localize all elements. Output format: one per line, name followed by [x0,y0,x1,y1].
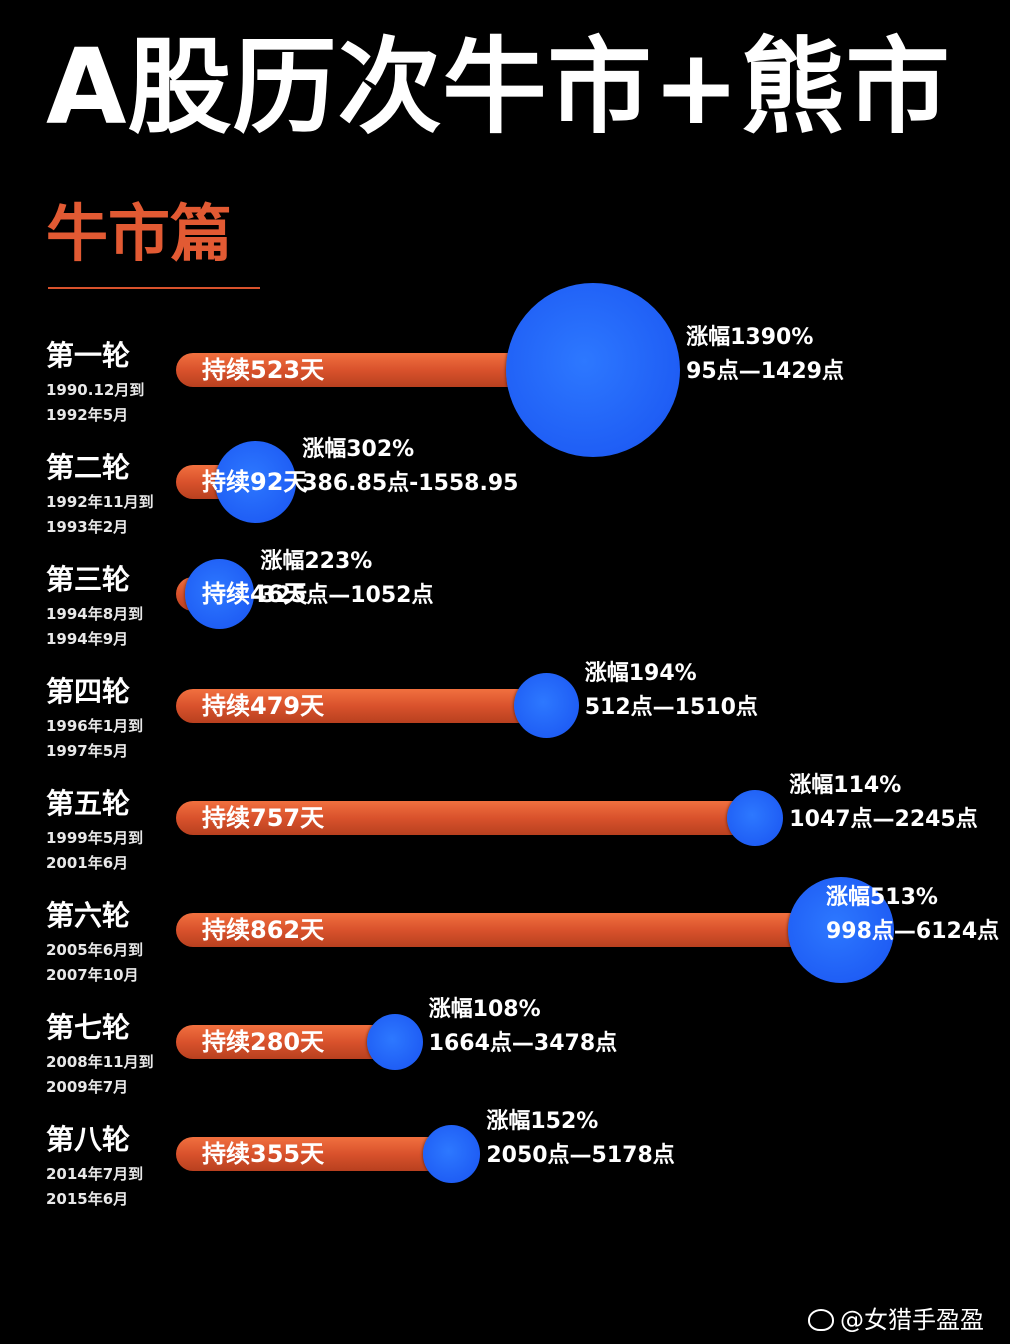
gain-label: 涨幅114% [789,773,902,798]
round-end-date: 1993年2月 [46,518,129,536]
gain-bubble [366,1014,423,1070]
gain-bubble [788,877,894,983]
round-name: 第五轮 [46,787,131,820]
range-label: 325点—1052点 [260,583,434,608]
duration-bar [176,689,539,723]
gain-label: 涨幅1390% [686,325,814,350]
duration-label: 持续46天 [202,580,308,608]
gain-label: 涨幅152% [486,1109,599,1134]
weibo-icon [808,1309,834,1331]
watermark: @女猎手盈盈 [808,1304,984,1336]
page-title: A股历次牛市+熊市 [46,26,951,148]
duration-label: 持续92天 [202,468,308,496]
gain-label: 涨幅513% [826,885,938,910]
round-start-date: 2014年7月到 [46,1165,144,1183]
range-label: 1664点—3478点 [428,1031,618,1056]
duration-label: 持续479天 [202,692,325,720]
gain-label: 涨幅194% [584,661,697,686]
gain-bubble [422,1125,481,1183]
section-divider [48,287,260,289]
duration-label: 持续523天 [202,356,325,384]
range-label: 95点—1429点 [686,359,844,384]
round-name: 第八轮 [46,1123,131,1156]
range-label: 512点—1510点 [584,695,758,720]
round-start-date: 2008年11月到 [46,1053,154,1071]
duration-label: 持续280天 [202,1028,325,1056]
round-name: 第四轮 [46,675,131,708]
section-title: 牛市篇 [46,197,233,270]
round-start-date: 1992年11月到 [46,493,154,511]
round-name: 第六轮 [46,899,131,932]
round-end-date: 1997年5月 [46,742,129,760]
round-end-date: 1992年5月 [46,406,129,424]
gain-bubble [184,559,255,629]
round-start-date: 1994年8月到 [46,605,144,623]
duration-bar [176,1137,445,1171]
duration-bar [176,1025,388,1059]
round-end-date: 1994年9月 [46,630,129,648]
gain-label: 涨幅223% [260,549,373,574]
round-name: 第七轮 [46,1011,131,1044]
range-label: 2050点—5178点 [486,1143,675,1168]
round-name: 第一轮 [46,339,131,372]
round-start-date: 1990.12月到 [46,381,145,399]
round-end-date: 2001年6月 [46,854,129,872]
duration-bar [176,913,828,947]
duration-label: 持续862天 [202,916,325,944]
round-end-date: 2009年7月 [46,1078,129,1096]
round-start-date: 1996年1月到 [46,717,144,735]
round-name: 第二轮 [46,451,131,484]
gain-bubble [215,441,297,523]
range-label: 386.85点-1558.95 [302,471,519,496]
duration-label: 持续355天 [202,1140,325,1168]
round-end-date: 2007年10月 [46,966,139,984]
watermark-text: @女猎手盈盈 [840,1306,984,1334]
gain-label: 涨幅302% [302,437,415,462]
range-label: 1047点—2245点 [789,807,978,832]
round-end-date: 2015年6月 [46,1190,129,1208]
gain-bubble [727,790,784,846]
round-start-date: 2005年6月到 [46,941,144,959]
gain-label: 涨幅108% [428,997,541,1022]
gain-bubble [513,673,579,739]
duration-bar [176,801,749,835]
gain-bubble [506,283,681,457]
round-start-date: 1999年5月到 [46,829,144,847]
range-label: 998点—6124点 [826,919,1000,944]
duration-bar [176,353,572,387]
duration-label: 持续757天 [202,804,325,832]
round-name: 第三轮 [46,563,131,596]
